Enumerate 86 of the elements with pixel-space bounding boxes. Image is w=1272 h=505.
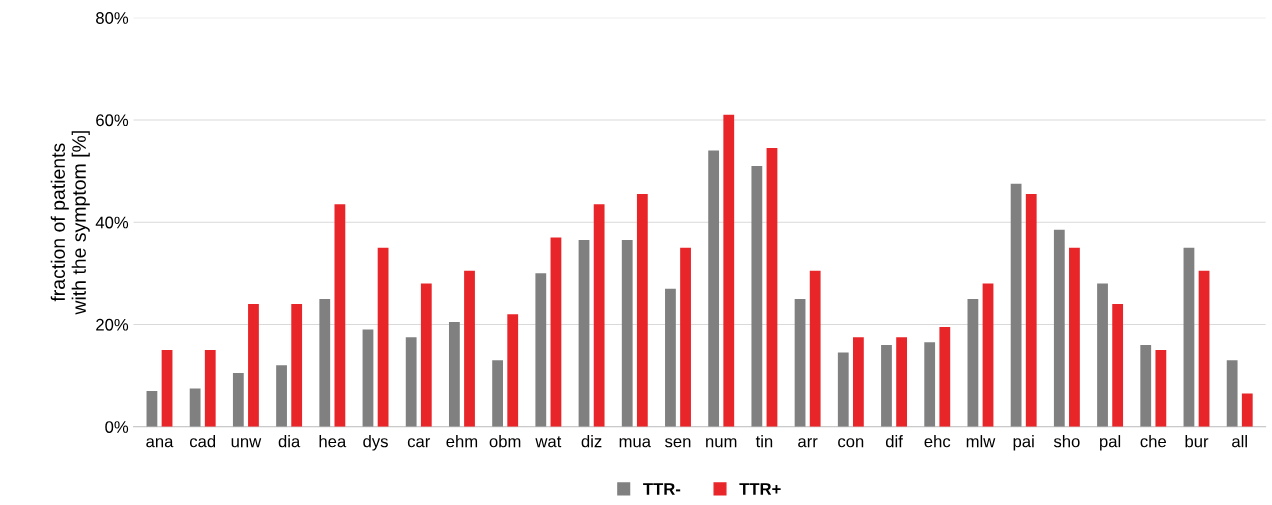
x-tick-label: ana [146,438,174,448]
x-tick-label: tin [755,435,773,448]
x-tick-label: unw [231,438,262,448]
bar [1053,229,1065,427]
bar [464,270,475,427]
bar [492,360,503,427]
bar [420,283,432,427]
bar [189,388,201,427]
bar [723,114,735,427]
bar [665,288,676,427]
bar [708,150,720,427]
bar [852,337,864,427]
x-tick-label: mlw [966,435,996,448]
bar [1198,270,1210,427]
x-tick-label: car [407,438,431,448]
x-tick-label: pal [1100,435,1121,451]
x-tick-label: ehc [924,435,951,448]
bar [1069,247,1080,427]
y-tick-label: 60% [96,114,129,127]
x-tick-label: dia [278,435,301,448]
bar [1112,304,1124,427]
y-tick-label: 80% [96,12,129,24]
bar [550,237,562,427]
bar [448,321,460,427]
bar [837,352,849,427]
x-tick-label: sho [1053,435,1080,448]
y-tick-label: 0% [105,421,129,433]
bar [578,240,590,427]
bar [405,337,417,427]
bar [794,298,806,427]
legend-label: TTR- [643,483,681,495]
bar [204,350,216,427]
bar [593,204,605,427]
bar [636,194,648,427]
bar [334,204,346,427]
bar [1010,183,1022,427]
x-tick-label: wat [535,436,562,448]
y-tick-label: 20% [96,318,129,331]
bar [967,298,979,427]
x-tick-label: sen [665,438,691,448]
legend-label: TTR+ [739,483,781,495]
bar [535,273,547,427]
bar [680,247,691,427]
bar [291,304,303,427]
x-tick-label: che [1140,435,1166,448]
bar [276,365,287,427]
bar [751,165,763,427]
x-tick-label: ehm [446,435,478,448]
bar [507,314,519,427]
bar [1241,393,1253,427]
bar [896,337,907,427]
bar [1025,194,1037,427]
x-tick-label: cad [189,435,216,448]
x-tick-label: obm [489,435,521,448]
x-tick-label: dif [885,435,903,448]
bar [809,270,821,427]
x-tick-label: dys [363,435,388,451]
y-axis-title: fraction of patients with the symptom [%] [50,131,90,315]
bar [1155,350,1167,427]
x-tick-label: num [706,438,737,448]
y-tick-label: 40% [95,216,129,229]
x-tick-label: all [1232,435,1247,448]
bar [982,283,994,427]
x-tick-label: diz [581,435,602,448]
bar [161,350,173,427]
bar [146,390,158,427]
bar [766,148,778,427]
x-tick-label: arr [798,438,818,448]
bar [881,344,892,427]
bar [1097,283,1108,427]
x-tick-label: bur [1185,435,1209,448]
bar [1183,247,1195,427]
x-tick-label: hea [319,435,347,448]
bar [232,373,244,427]
bar [1140,344,1152,427]
x-tick-label: con [838,438,864,448]
bar [1226,360,1238,427]
bar [319,298,331,427]
bar [248,304,259,427]
bar [362,329,374,427]
bar [939,327,951,427]
bar [377,247,389,427]
x-tick-label: pai [1013,435,1034,451]
bar [924,342,936,427]
x-tick-label: mua [619,438,651,448]
bar [621,240,633,427]
